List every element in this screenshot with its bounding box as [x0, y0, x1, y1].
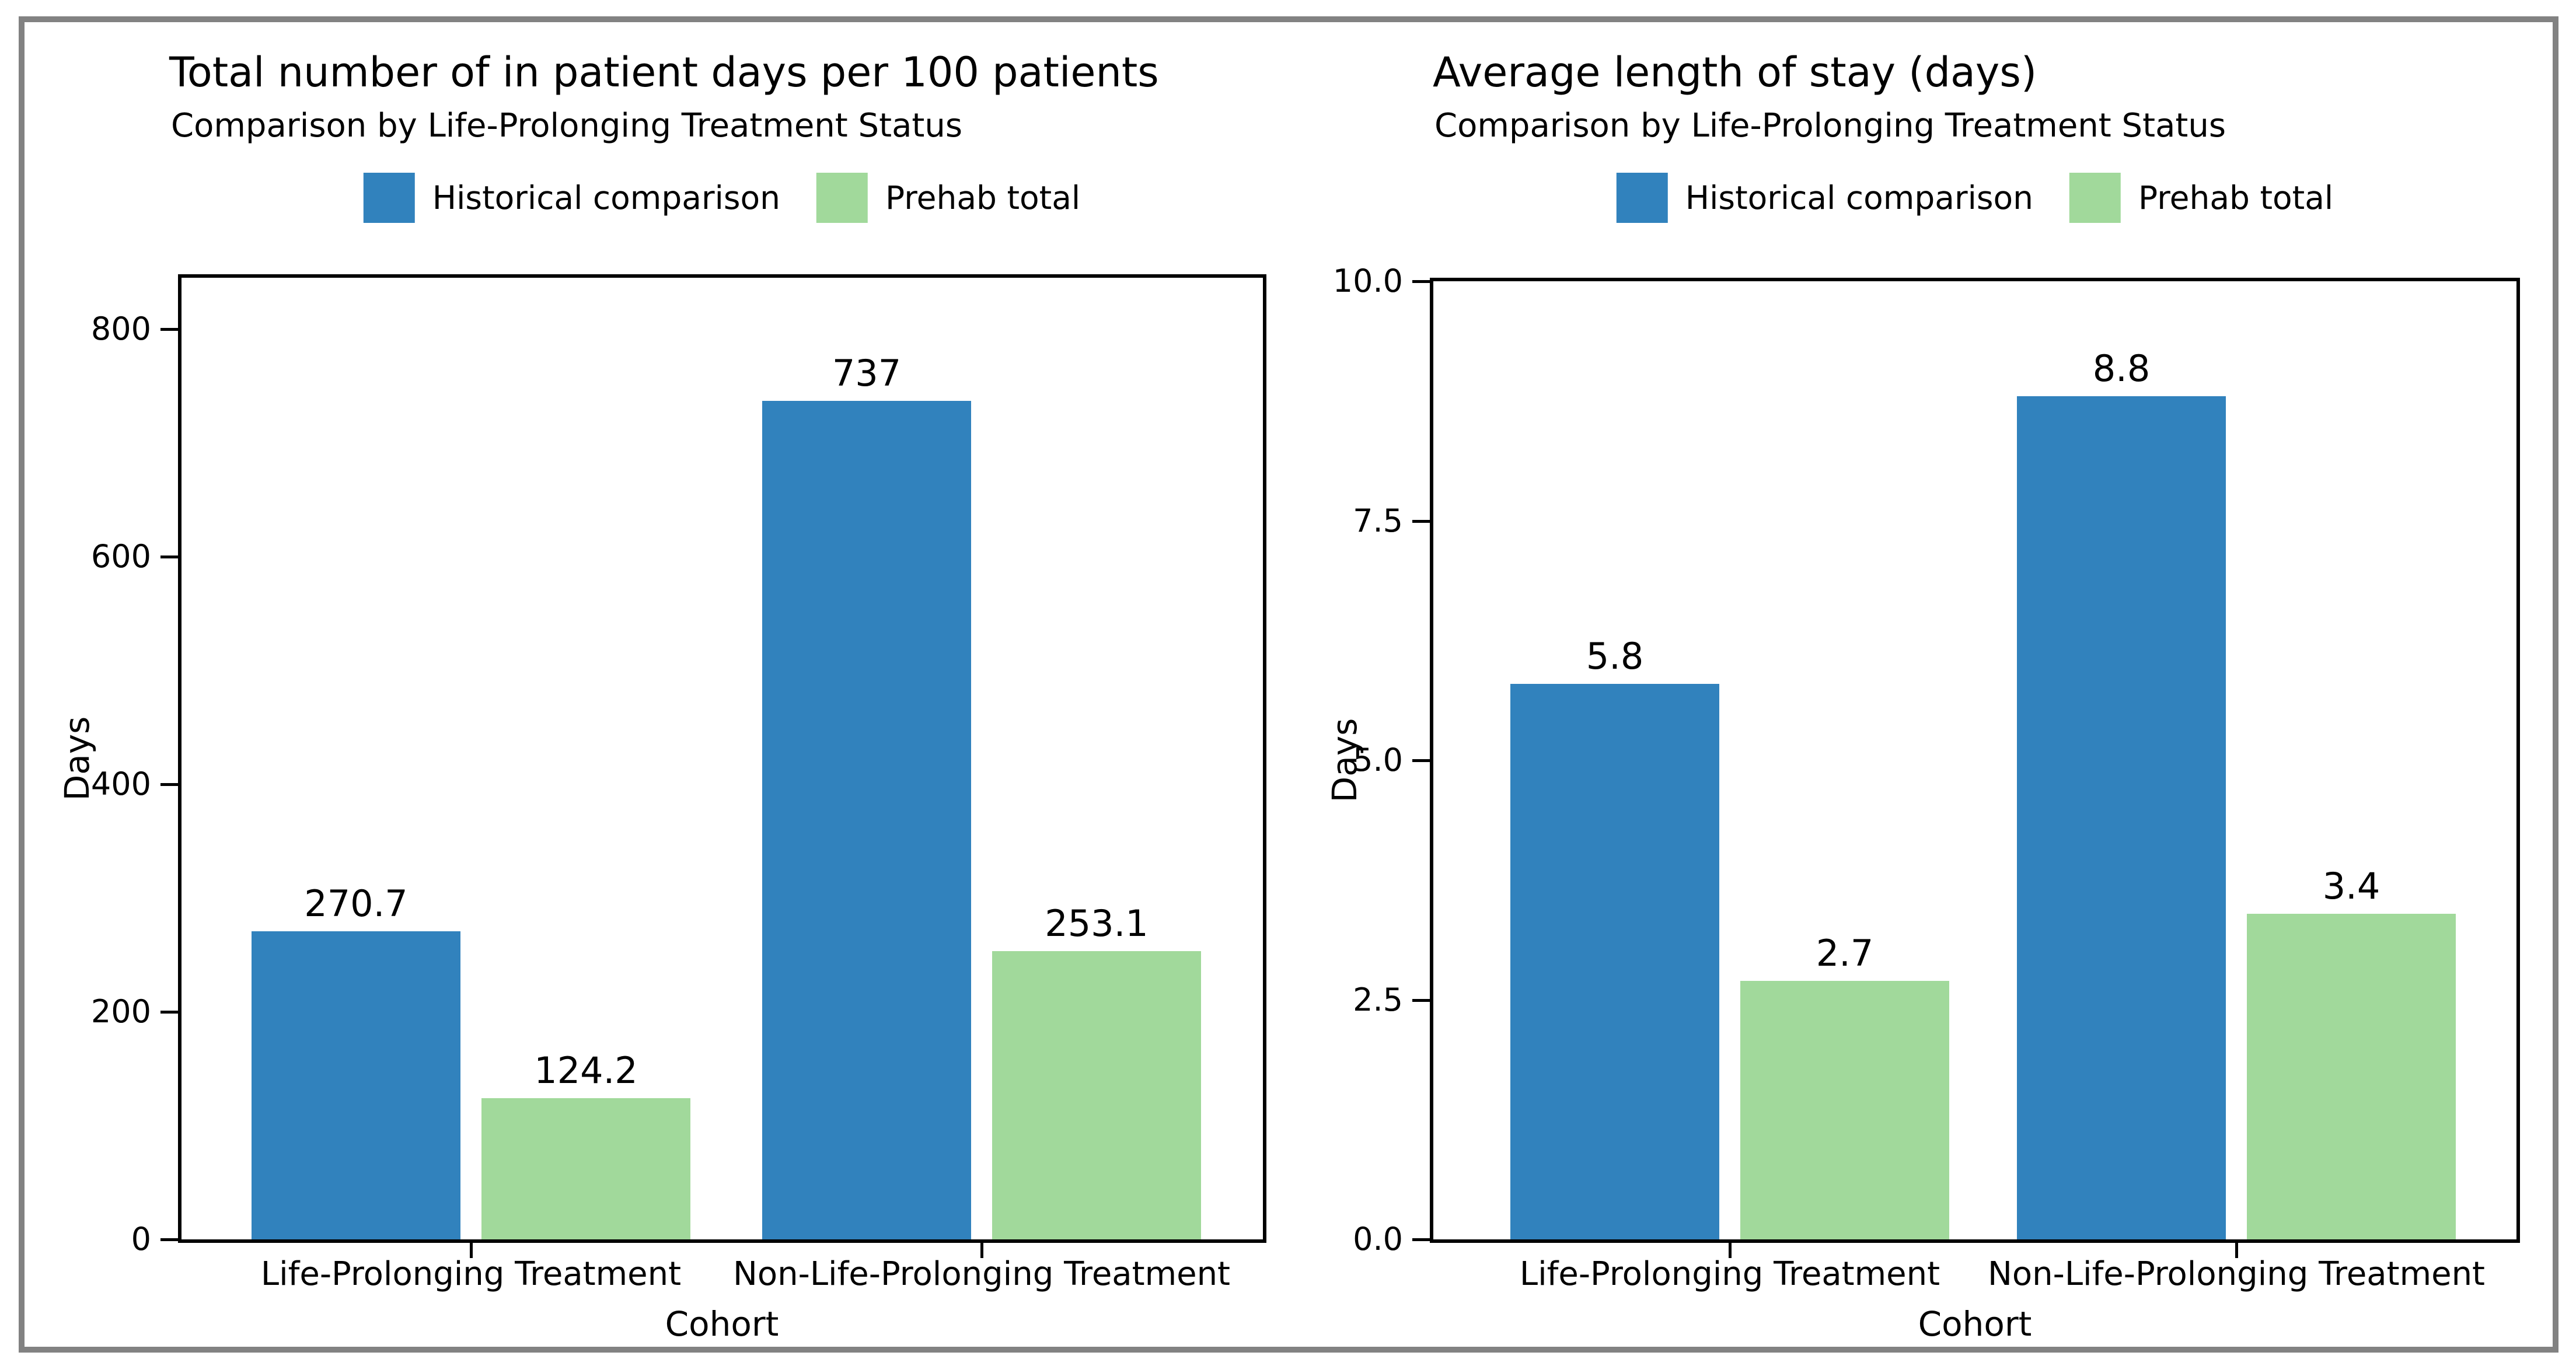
legend-label-historical: Historical comparison: [1685, 179, 2034, 216]
x-tick-label: Non-Life-Prolonging Treatment: [1987, 1255, 2486, 1293]
legend-label-prehab: Prehab total: [2138, 179, 2334, 216]
y-tick-label: 600: [90, 537, 151, 575]
bar-value-label: 3.4: [2322, 864, 2380, 907]
y-axis-label: Days: [57, 716, 97, 801]
bar-value-label: 270.7: [304, 882, 408, 925]
legend-label-prehab: Prehab total: [885, 179, 1081, 216]
bar-historical: [252, 931, 460, 1239]
x-tick-mark: [470, 1243, 473, 1258]
y-tick-label: 2.5: [1353, 981, 1403, 1018]
y-tick-label: 0: [131, 1221, 151, 1257]
chart-title: Average length of stay (days): [1433, 48, 2037, 96]
y-tick-label: 10.0: [1332, 263, 1403, 299]
chart-average-length-of-stay: Average length of stay (days) Comparison…: [1288, 0, 2576, 1366]
y-tick-mark: [1412, 519, 1430, 523]
bar-historical: [1510, 683, 1719, 1239]
legend: Historical comparison Prehab total: [1616, 173, 2334, 223]
y-tick-label: 800: [90, 310, 151, 347]
y-tick-label: 400: [90, 765, 151, 802]
chart-subtitle: Comparison by Life-Prolonging Treatment …: [1434, 107, 2226, 145]
x-tick-label: Non-Life-Prolonging Treatment: [732, 1255, 1231, 1293]
bar-prehab: [992, 951, 1201, 1239]
y-tick-mark: [160, 1238, 178, 1241]
bar-value-label: 124.2: [534, 1049, 638, 1092]
x-axis-label: Cohort: [665, 1304, 779, 1344]
y-tick-mark: [160, 782, 178, 786]
y-tick-mark: [1412, 280, 1430, 283]
legend-swatch-historical: [363, 173, 415, 223]
bar-value-label: 253.1: [1045, 902, 1149, 945]
y-tick-mark: [1412, 759, 1430, 762]
x-axis-label: Cohort: [1918, 1304, 2032, 1344]
legend-swatch-historical: [1616, 173, 1668, 223]
chart-title: Total number of in patient days per 100 …: [169, 48, 1159, 96]
x-tick-label: Life-Prolonging Treatment: [1519, 1255, 1940, 1293]
legend-swatch-prehab: [816, 173, 868, 223]
y-tick-mark: [160, 327, 178, 331]
plot-area: 270.7 737 124.2 253.1: [178, 274, 1266, 1243]
bar-value-label: 5.8: [1586, 634, 1644, 677]
chart-inpatient-days: Total number of in patient days per 100 …: [57, 48, 1266, 1344]
x-tick-mark: [980, 1243, 983, 1258]
y-tick-label: 7.5: [1353, 502, 1403, 539]
y-tick-mark: [1412, 1238, 1430, 1241]
y-tick-mark: [160, 1010, 178, 1014]
bar-prehab: [1740, 980, 1949, 1239]
y-tick-label: 0.0: [1353, 1221, 1403, 1257]
bar-value-label: 737: [832, 351, 902, 394]
legend: Historical comparison Prehab total: [363, 173, 1081, 223]
y-tick-label: 200: [90, 993, 151, 1030]
bar-value-label: 8.8: [2092, 347, 2151, 390]
bar-value-label: 2.7: [1816, 931, 1874, 974]
y-tick-label: 5.0: [1353, 742, 1403, 778]
plot-area: 5.8 8.8 2.7 3.4: [1430, 278, 2520, 1243]
chart-subtitle: Comparison by Life-Prolonging Treatment …: [171, 107, 963, 145]
bar-historical: [2017, 396, 2226, 1239]
bar-prehab: [2247, 913, 2456, 1239]
x-tick-mark: [1729, 1243, 1732, 1258]
bar-historical: [762, 400, 971, 1239]
x-tick-mark: [2235, 1243, 2238, 1258]
legend-label-historical: Historical comparison: [432, 179, 781, 216]
x-tick-label: Life-Prolonging Treatment: [260, 1255, 682, 1293]
bar-prehab: [481, 1098, 690, 1239]
y-tick-mark: [1412, 998, 1430, 1002]
legend-swatch-prehab: [2069, 173, 2121, 223]
y-tick-mark: [160, 555, 178, 558]
